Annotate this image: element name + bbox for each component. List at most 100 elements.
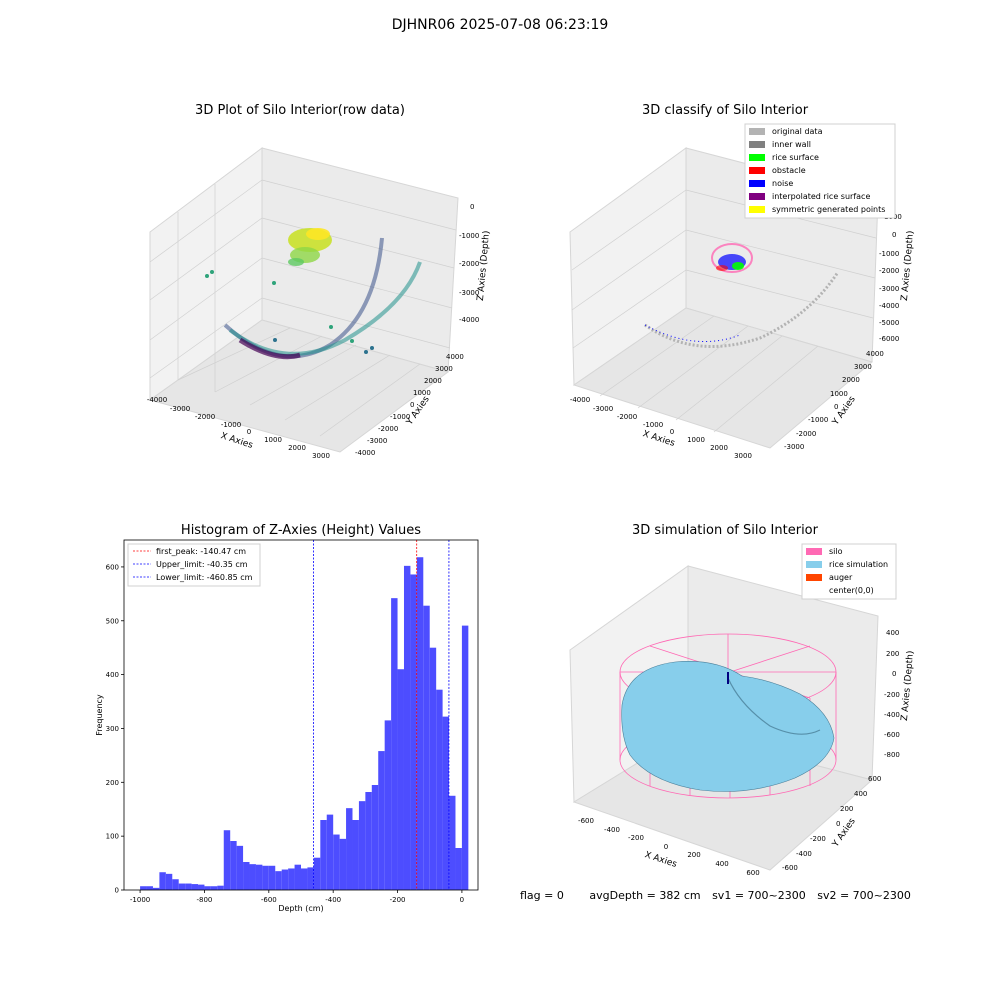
histogram-bar: [391, 598, 398, 890]
legend-swatch-symmetric: [749, 206, 765, 213]
raw-ztick-labels: 0 -1000 -2000 -3000 -4000: [459, 203, 479, 324]
classify-noise-arc: [644, 324, 741, 343]
svg-text:-2000: -2000: [378, 425, 398, 433]
svg-text:-4000: -4000: [879, 302, 899, 310]
raw-gridlines: [149, 179, 457, 437]
histogram-bar: [397, 669, 404, 890]
svg-text:-1000: -1000: [879, 250, 899, 258]
histogram-bar: [301, 868, 308, 890]
histogram-bar: [185, 883, 192, 890]
svg-text:3000: 3000: [312, 452, 330, 460]
histogram-bar: [436, 689, 443, 890]
histogram-bar: [204, 886, 211, 890]
svg-text:-3000: -3000: [593, 405, 613, 413]
histogram-bar: [172, 879, 179, 890]
histogram-bar: [230, 841, 237, 890]
svg-text:-200: -200: [628, 834, 644, 842]
sim-3d-plot: -600 -400 -200 0 200 400 600 X Axies -60…: [569, 543, 916, 877]
svg-text:-1000: -1000: [459, 232, 479, 240]
sim-ztick-labels: 400 200 0 -200 -400 -600 -800: [884, 629, 900, 759]
histogram-ylabel: Frequency: [95, 694, 104, 736]
raw-zlabel: Z Axies (Depth): [476, 230, 492, 301]
histogram-bar: [461, 625, 469, 890]
legend-first-peak: first_peak: -140.47 cm: [156, 547, 246, 556]
histogram-ytick-label: 600: [106, 563, 119, 571]
histogram-bar: [288, 868, 295, 890]
figure-title: DJHNR06 2025-07-08 06:23:19: [391, 17, 609, 33]
legend-lower-limit: Lower_limit: -460.85 cm: [156, 573, 253, 582]
classify-legend-entries: original data inner wall rice surface ob…: [749, 127, 885, 214]
histogram-bar: [255, 864, 263, 890]
raw-pane-floor: [148, 319, 450, 453]
histogram-ytick-label: 300: [106, 725, 119, 733]
svg-text:-3000: -3000: [367, 437, 387, 445]
histogram-bar: [249, 864, 256, 890]
svg-text:2000: 2000: [842, 376, 860, 384]
histogram-bar: [339, 838, 347, 890]
histogram-bar: [320, 820, 327, 890]
legend-swatch-obstacle: [749, 167, 765, 174]
svg-text:-2000: -2000: [879, 267, 899, 275]
svg-text:-2000: -2000: [459, 260, 479, 268]
histogram-bar: [236, 845, 244, 890]
svg-text:3000: 3000: [734, 452, 752, 460]
svg-text:600: 600: [746, 869, 759, 877]
legend-upper-limit: Upper_limit: -40.35 cm: [156, 560, 248, 569]
histogram-bar: [243, 862, 250, 890]
histogram-bar: [358, 801, 366, 890]
raw-3d-plot: -4000 -3000 -2000 -1000 0 1000 2000 3000…: [147, 147, 492, 460]
svg-text:1000: 1000: [687, 436, 705, 444]
svg-text:-1000: -1000: [643, 421, 663, 429]
svg-text:3000: 3000: [854, 363, 872, 371]
svg-text:0: 0: [410, 401, 414, 409]
svg-text:-3000: -3000: [879, 285, 899, 293]
classify-point-cluster: [711, 243, 753, 273]
svg-text:-2000: -2000: [195, 413, 215, 421]
svg-text:400: 400: [715, 860, 728, 868]
svg-text:-3000: -3000: [170, 405, 190, 413]
legend-swatch-rice-simulation: [806, 561, 822, 568]
legend-label: noise: [772, 179, 793, 188]
svg-text:-600: -600: [578, 817, 594, 825]
legend-label: obstacle: [772, 166, 806, 175]
classify-ytick-labels: -3000 -2000 -1000 0 1000 2000 3000 4000: [784, 350, 884, 451]
histogram-bar: [333, 834, 340, 890]
legend-label: rice surface: [772, 153, 819, 162]
legend-label: symmetric generated points: [772, 205, 885, 214]
legend-label: center(0,0): [829, 586, 874, 595]
svg-text:0: 0: [834, 403, 838, 411]
histogram-bar: [449, 795, 456, 890]
svg-text:-4000: -4000: [570, 396, 590, 404]
classify-legend: original data inner wall rice surface ob…: [744, 123, 896, 219]
histogram-bar: [403, 565, 411, 890]
histogram-bars: [140, 557, 469, 890]
histogram-xtick-label: -1000: [130, 896, 150, 904]
raw-xtick-labels: -4000 -3000 -2000 -1000 0 1000 2000 3000: [147, 396, 330, 460]
svg-text:-200: -200: [810, 835, 826, 843]
histogram-xtick-label: -800: [197, 896, 213, 904]
svg-text:-1000: -1000: [390, 413, 410, 421]
svg-text:400: 400: [854, 790, 867, 798]
svg-text:-400: -400: [604, 826, 620, 834]
status-avg-depth: avgDepth = 382 cm: [589, 889, 701, 902]
svg-text:-1000: -1000: [221, 421, 241, 429]
legend-swatch-inner-wall: [749, 141, 765, 148]
svg-text:0: 0: [892, 670, 896, 678]
histogram-frame: [123, 539, 479, 891]
raw-ytick-labels: -4000 -3000 -2000 -1000 0 1000 2000 3000…: [355, 353, 464, 457]
histogram-bar: [152, 887, 160, 890]
histogram-bar: [165, 873, 173, 890]
histogram-bar: [198, 884, 205, 890]
classify-pane-floor: [572, 307, 874, 449]
histogram-bar: [294, 864, 301, 890]
legend-label: original data: [772, 127, 823, 136]
svg-text:4000: 4000: [446, 353, 464, 361]
svg-text:1000: 1000: [264, 436, 282, 444]
histogram-bar: [365, 792, 372, 890]
classify-3d-plot: -4000 -3000 -2000 -1000 0 1000 2000 3000…: [569, 123, 916, 460]
svg-text:200: 200: [687, 851, 700, 859]
svg-text:-600: -600: [782, 864, 798, 872]
svg-text:-2000: -2000: [617, 413, 637, 421]
histogram-bar: [223, 830, 231, 890]
sim-zlabel: Z Axies (Depth): [900, 650, 916, 721]
